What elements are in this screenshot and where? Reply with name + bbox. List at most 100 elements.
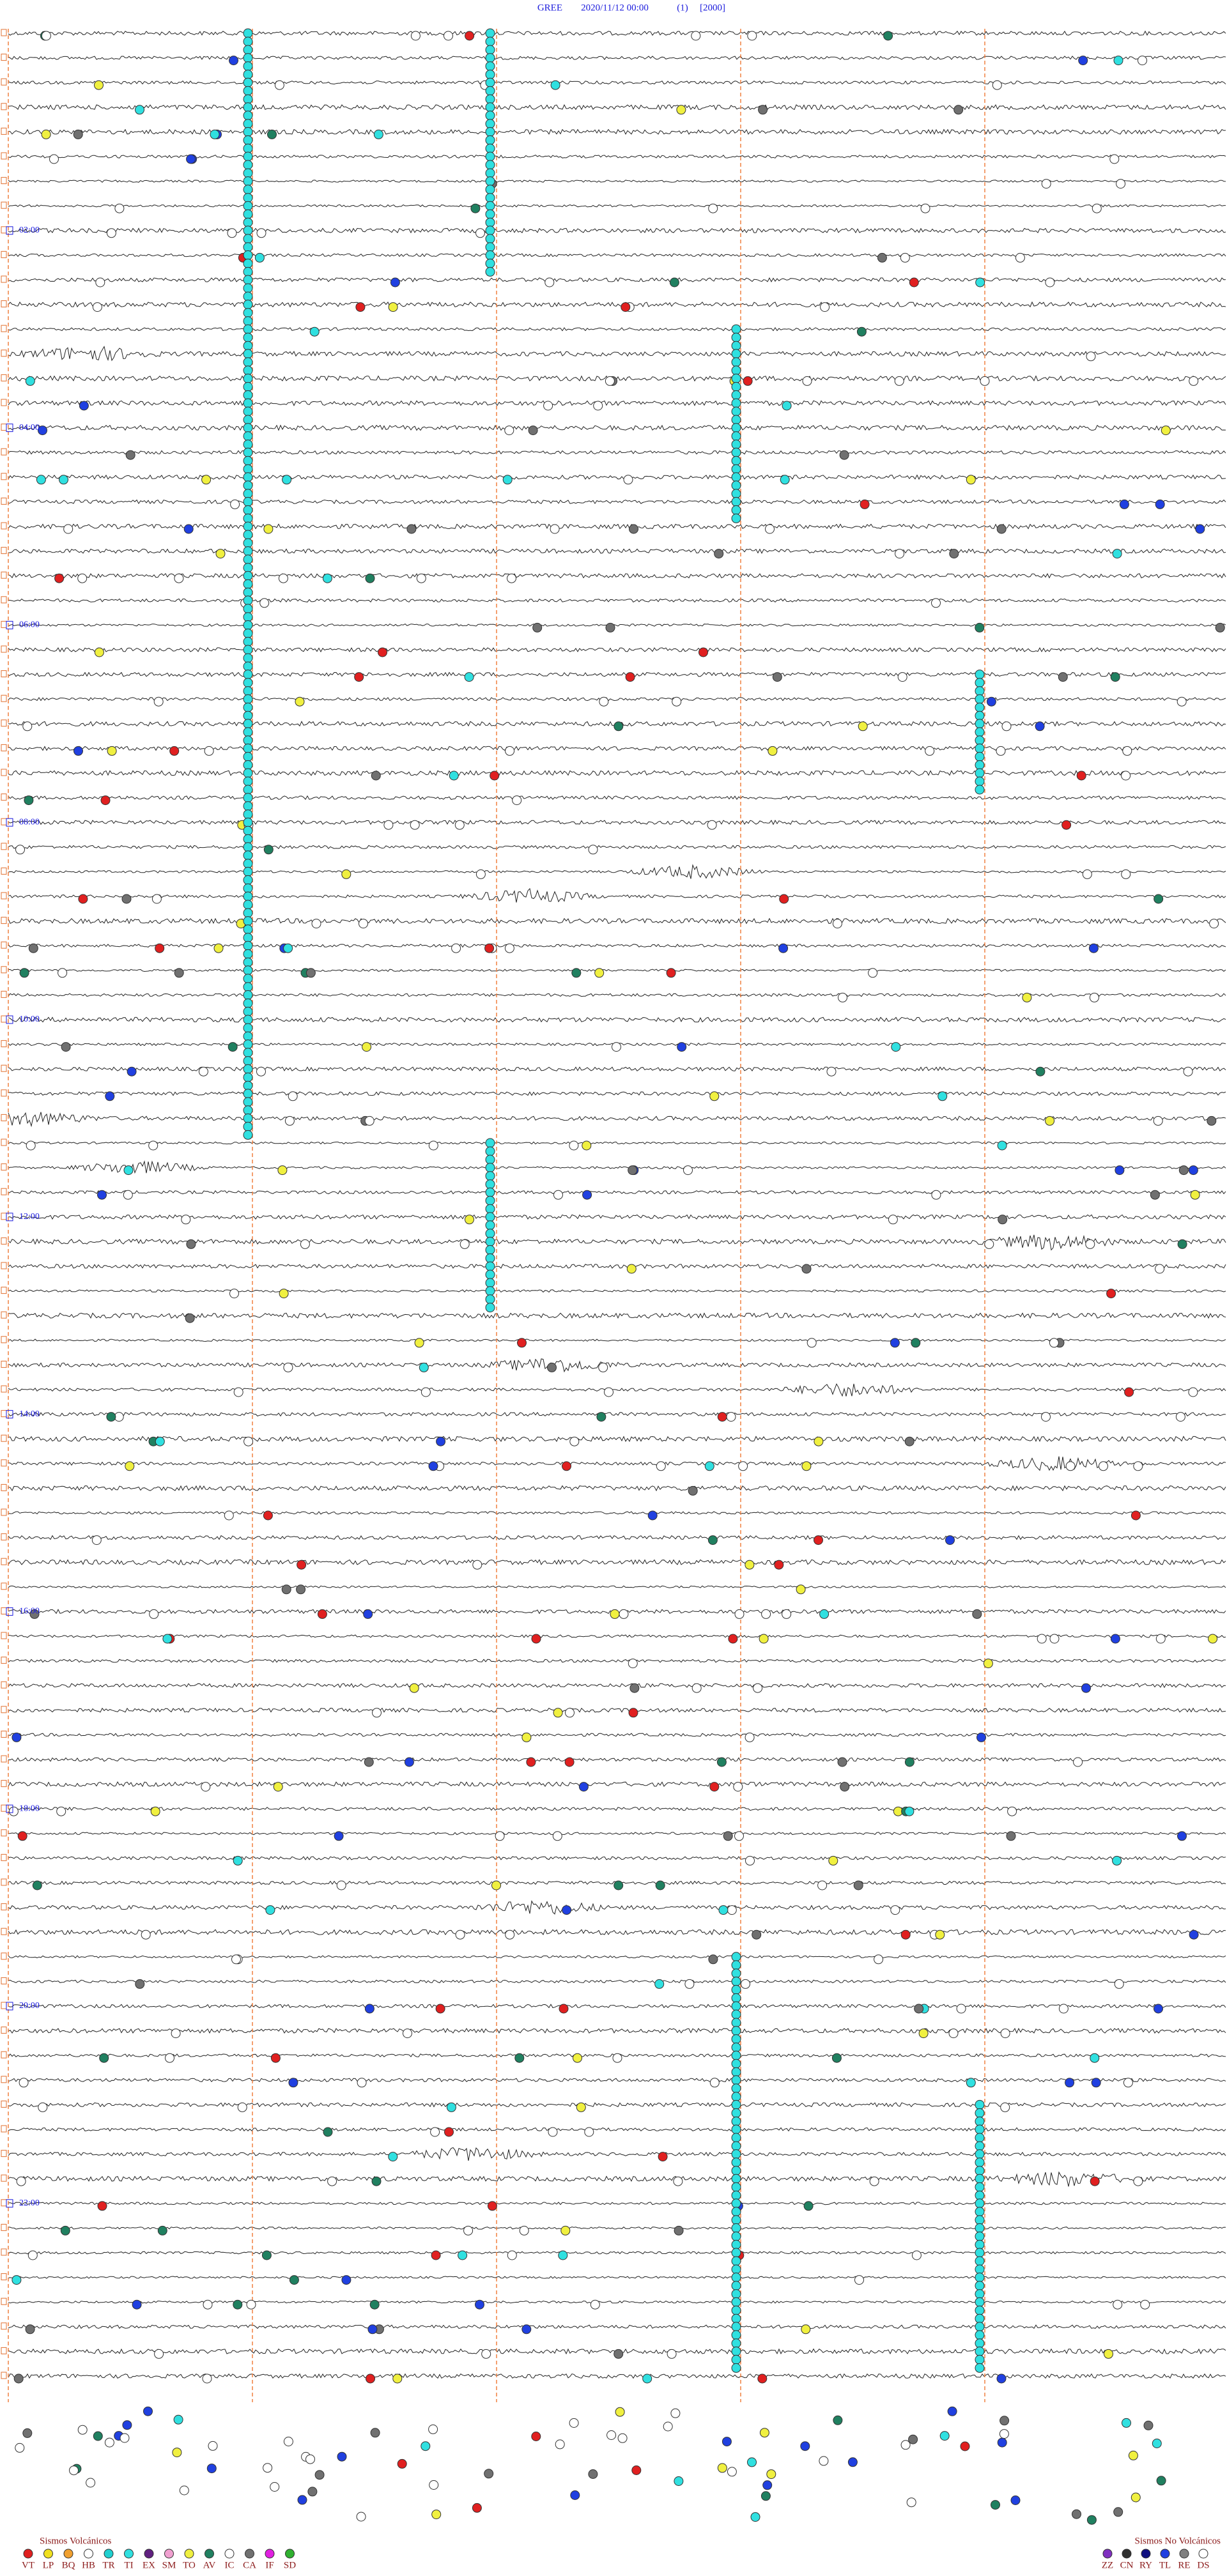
- row-tick: [1, 29, 7, 36]
- event: [1122, 2418, 1131, 2428]
- event: [745, 1732, 755, 1742]
- event: [283, 943, 293, 953]
- event: [728, 1634, 738, 1644]
- event: [894, 376, 904, 386]
- event: [897, 672, 907, 682]
- event: [1115, 1165, 1125, 1176]
- tremor-event: [243, 1031, 253, 1041]
- event: [475, 2299, 484, 2310]
- tremor-event: [243, 505, 253, 515]
- row-tick: [1, 2223, 7, 2231]
- event: [1000, 2102, 1010, 2112]
- tremor-event: [243, 316, 253, 326]
- event: [931, 1190, 941, 1200]
- tremor-event: [731, 2075, 741, 2085]
- trace: [8, 1338, 1226, 1342]
- event: [16, 2176, 26, 2186]
- hour-box: [6, 2002, 13, 2011]
- tremor-event: [485, 36, 495, 47]
- event: [341, 869, 351, 879]
- event: [155, 1436, 165, 1446]
- tremor-event: [975, 686, 985, 696]
- tremor-event: [485, 70, 495, 80]
- event: [911, 2250, 922, 2260]
- event: [279, 1289, 289, 1299]
- event: [900, 252, 910, 263]
- tremor-event: [243, 77, 253, 88]
- event: [99, 2053, 109, 2063]
- trace: [8, 80, 1226, 85]
- event: [354, 672, 364, 682]
- tremor-event: [243, 86, 253, 96]
- tremor-event: [485, 1253, 495, 1263]
- tremor-event: [731, 2338, 741, 2349]
- tremor-event: [731, 365, 741, 376]
- legend-swatch: [104, 2549, 114, 2559]
- event: [1138, 56, 1147, 66]
- hour-box: [6, 1607, 13, 1616]
- tremor-event: [485, 193, 495, 203]
- row-tick: [1, 1829, 7, 1837]
- tremor-event: [243, 447, 253, 457]
- event: [1143, 2420, 1154, 2430]
- tremor-event: [731, 2182, 741, 2192]
- tremor-event: [243, 349, 253, 359]
- tremor-event: [485, 226, 495, 236]
- event: [336, 1880, 346, 1890]
- tremor-event: [975, 2297, 985, 2307]
- event: [419, 1362, 429, 1372]
- row-tick: [1, 1360, 7, 1368]
- tremor-event: [243, 1039, 253, 1050]
- legend-code: EX: [143, 2560, 155, 2570]
- event: [430, 2127, 440, 2137]
- event: [831, 2053, 842, 2063]
- event: [920, 203, 930, 213]
- event: [256, 1066, 266, 1077]
- event: [1114, 1979, 1124, 1989]
- row-tick: [1, 1163, 7, 1171]
- event: [362, 1042, 372, 1052]
- row-tick: [1, 1583, 7, 1590]
- tremor-event: [485, 94, 495, 104]
- tremor-event: [485, 102, 495, 112]
- event: [364, 1116, 374, 1126]
- trace: [8, 1263, 1226, 1269]
- event: [521, 2324, 532, 2334]
- event: [431, 2250, 441, 2260]
- tremor-event: [243, 949, 253, 959]
- event: [1155, 1264, 1165, 1274]
- tremor-event: [731, 2174, 741, 2184]
- event: [553, 1190, 563, 1200]
- event: [688, 1485, 698, 1496]
- tremor-event: [731, 2264, 741, 2274]
- event: [77, 573, 88, 583]
- event: [560, 2225, 571, 2235]
- tremor-event: [243, 842, 253, 852]
- event: [122, 2420, 132, 2430]
- event: [869, 2176, 879, 2186]
- event: [428, 1140, 438, 1151]
- row-tick: [1, 1632, 7, 1639]
- event: [801, 2324, 811, 2334]
- trace: [8, 2373, 1226, 2379]
- row-tick: [1, 1681, 7, 1689]
- row-tick: [1, 349, 7, 357]
- event: [698, 647, 708, 657]
- event: [12, 1732, 22, 1742]
- event: [314, 2470, 325, 2480]
- event: [364, 1757, 374, 1767]
- event: [966, 2078, 976, 2088]
- event: [94, 80, 104, 90]
- event: [213, 943, 224, 953]
- station: GREE: [537, 3, 562, 13]
- event: [802, 376, 812, 386]
- tremor-event: [731, 2034, 741, 2044]
- event: [8, 1806, 19, 1816]
- tremor-event: [243, 785, 253, 795]
- event: [1035, 721, 1045, 732]
- event: [647, 1510, 658, 1521]
- event: [803, 2201, 814, 2211]
- tremor-event: [485, 1278, 495, 1288]
- event: [162, 1634, 173, 1644]
- event: [15, 845, 25, 855]
